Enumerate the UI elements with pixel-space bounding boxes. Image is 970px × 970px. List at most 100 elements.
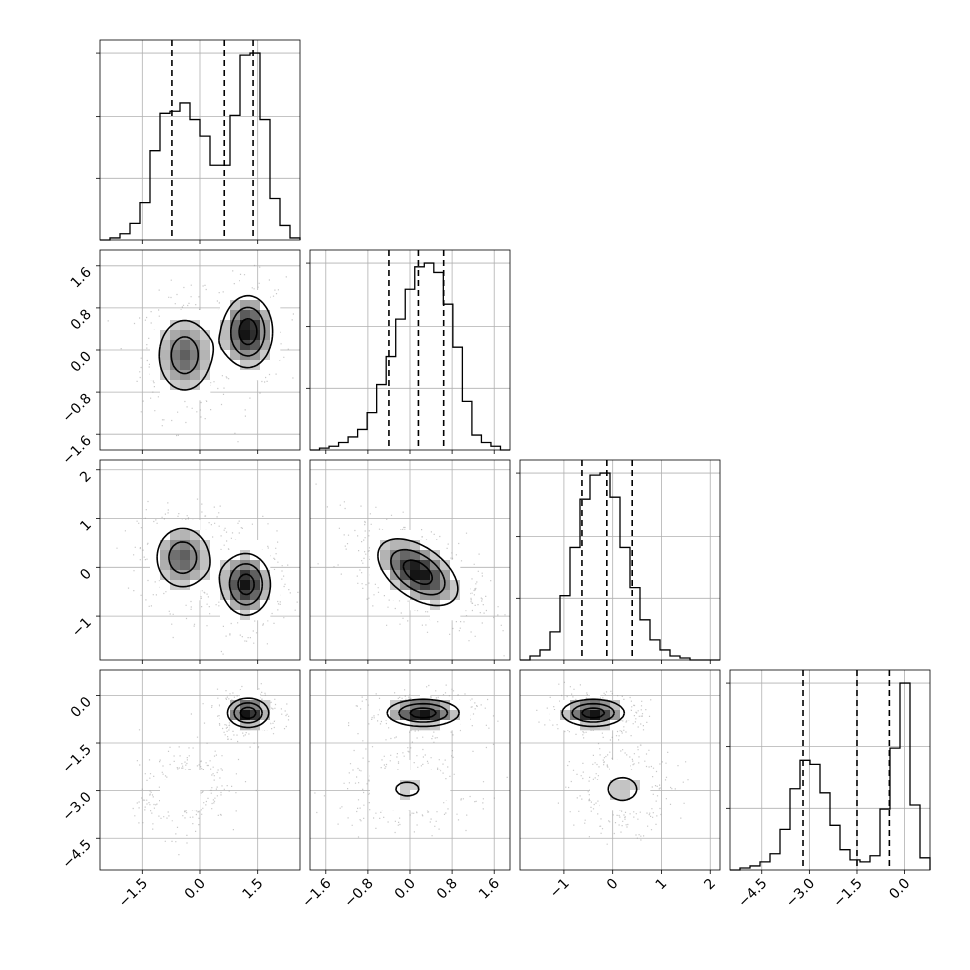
pair-density-cell	[220, 550, 231, 561]
pair-density-cell	[210, 550, 221, 561]
pair-density-cell	[200, 580, 211, 591]
pair-density-cell	[600, 710, 611, 721]
pair-density-cell	[180, 530, 191, 541]
pair-density-cell	[160, 390, 171, 401]
pair-density-cell	[410, 550, 421, 561]
pair-density-cell	[150, 340, 161, 351]
pair-panel-0-2	[96, 459, 301, 664]
pair-density-cell	[200, 540, 211, 551]
pair-0-3-contour-1	[233, 702, 263, 724]
pair-density-cell	[170, 360, 181, 371]
pair-density-cell	[160, 780, 171, 791]
pair-density-cell	[590, 790, 601, 801]
pair-density-cell	[380, 710, 391, 721]
pair-density-cell	[420, 770, 431, 781]
pair-density-cell	[390, 530, 401, 541]
pair-density-cell	[180, 340, 191, 351]
pair-density-cell	[590, 720, 601, 731]
pair-density-cell	[230, 610, 241, 621]
pair-density-cell	[150, 330, 161, 341]
pair-density-cell	[440, 610, 451, 621]
pair-density-cell	[230, 290, 241, 301]
pair-density-cell	[180, 350, 191, 361]
pair-1-3-plot	[310, 670, 510, 870]
pair-density-cell	[250, 310, 261, 321]
pair-density-cell	[410, 540, 421, 551]
pair-density-cell	[270, 350, 281, 361]
pair-density-cell	[600, 770, 611, 781]
pair-density-cell	[430, 540, 441, 551]
pair-density-cell	[200, 310, 211, 321]
pair-density-cell	[440, 590, 451, 601]
pair-density-cell	[380, 540, 391, 551]
ytick-label-3-0: −4.5	[59, 837, 94, 872]
pair-density-cell	[160, 540, 171, 551]
pair-density-cell	[220, 700, 231, 711]
pair-density-cell	[370, 770, 381, 781]
pair-density-cell	[370, 790, 381, 801]
pair-density-cell	[420, 710, 431, 721]
pair-0-2-plot	[100, 460, 300, 660]
pair-density-cell	[240, 370, 251, 381]
hist-panel-2	[516, 459, 721, 664]
pair-panel-1-3	[309, 669, 511, 874]
pair-density-cell	[420, 580, 431, 591]
pair-density-cell	[260, 320, 271, 331]
pair-density-cell	[180, 770, 191, 781]
pair-density-cell	[160, 570, 171, 581]
pair-density-cell	[640, 800, 651, 811]
pair-density-cell	[410, 800, 421, 811]
pair-density-cell	[220, 330, 231, 341]
pair-density-cell	[390, 710, 401, 721]
pair-density-cell	[600, 800, 611, 811]
pair-density-cell	[600, 780, 611, 791]
ytick-label-1-0: −1.6	[59, 433, 94, 468]
pair-density-cell	[240, 360, 251, 371]
pair-density-cell	[620, 800, 631, 811]
pair-density-cell	[380, 700, 391, 711]
pair-density-cell	[250, 540, 261, 551]
xtick-label-1-4: 1.6	[476, 875, 503, 902]
pair-density-cell	[170, 530, 181, 541]
pair-density-cell	[450, 560, 461, 571]
pair-density-cell	[250, 350, 261, 361]
pair-density-cell	[210, 590, 221, 601]
pair-density-cell	[440, 560, 451, 571]
pair-density-cell	[180, 320, 191, 331]
pair-density-cell	[610, 760, 621, 771]
pair-density-cell	[170, 560, 181, 571]
pair-density-cell	[180, 540, 191, 551]
pair-density-cell	[270, 710, 281, 721]
pair-density-cell	[390, 780, 401, 791]
pair-density-cell	[170, 570, 181, 581]
pair-density-cell	[220, 320, 231, 331]
pair-density-cell	[230, 340, 241, 351]
pair-density-cell	[160, 380, 171, 391]
pair-density-cell	[200, 380, 211, 391]
pair-density-cell	[230, 700, 241, 711]
pair-density-cell	[160, 340, 171, 351]
pair-density-cell	[230, 540, 241, 551]
pair-density-cell	[180, 360, 191, 371]
pair-density-cell	[400, 760, 411, 771]
pair-density-cell	[230, 600, 241, 611]
pair-density-cell	[590, 710, 601, 721]
hist-panel-3	[726, 669, 931, 874]
pair-panel-0-1	[96, 249, 301, 454]
pair-density-cell	[210, 310, 221, 321]
pair-density-cell	[160, 530, 171, 541]
pair-density-cell	[190, 590, 201, 601]
pair-density-cell	[450, 720, 461, 731]
pair-density-cell	[180, 310, 191, 321]
pair-density-cell	[190, 550, 201, 561]
pair-density-cell	[400, 780, 411, 791]
pair-density-cell	[190, 790, 201, 801]
pair-density-cell	[390, 540, 401, 551]
pair-2-3-plot	[520, 670, 720, 870]
pair-density-cell	[270, 590, 281, 601]
pair-0-2-contour-0	[237, 573, 255, 596]
pair-density-cell	[420, 780, 431, 791]
pair-density-cell	[610, 720, 621, 731]
pair-density-cell	[250, 590, 261, 601]
pair-density-cell	[400, 800, 411, 811]
